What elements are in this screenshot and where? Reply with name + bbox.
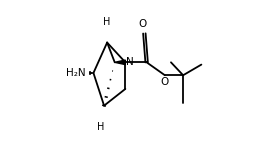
Text: H: H [97,122,105,132]
Polygon shape [115,60,125,65]
Text: H: H [103,17,111,27]
Text: O: O [161,77,169,87]
Text: O: O [138,19,146,29]
Text: H₂N: H₂N [66,68,86,78]
Text: N: N [126,57,134,67]
